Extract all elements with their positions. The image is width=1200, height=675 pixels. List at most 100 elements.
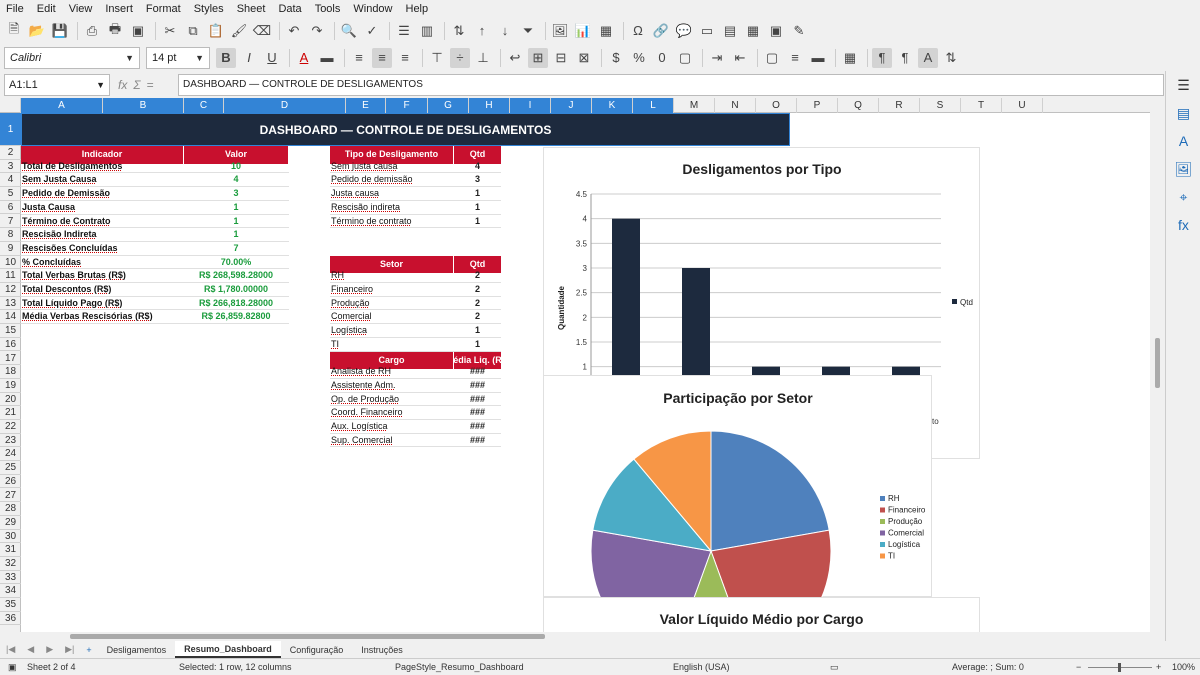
autofilter-icon[interactable]: ⏷ bbox=[522, 22, 534, 38]
formula-input[interactable]: DASHBOARD — CONTROLE DE DESLIGAMENTOS bbox=[178, 73, 1164, 96]
column-header[interactable]: E bbox=[346, 98, 386, 113]
tipo-label[interactable]: Término de contrato bbox=[331, 215, 412, 226]
kpi-label[interactable]: Sem Justa Causa bbox=[22, 174, 97, 185]
comment-icon[interactable]: 💬 bbox=[675, 22, 693, 38]
highlight-color-icon[interactable]: ▬ bbox=[320, 50, 334, 65]
tab-nav-next-icon[interactable]: ▶ bbox=[46, 644, 54, 654]
text-direction-rtl-icon[interactable]: ¶ bbox=[901, 50, 909, 65]
row-header[interactable]: 7 bbox=[0, 215, 21, 229]
wrap-text-icon[interactable]: ↩ bbox=[509, 49, 521, 65]
font-name-combo[interactable]: Calibri ▼ bbox=[4, 46, 140, 69]
setor-label[interactable]: Financeiro bbox=[331, 284, 374, 294]
column-header[interactable]: U bbox=[1002, 98, 1043, 113]
row-header[interactable]: 28 bbox=[0, 502, 21, 516]
column-header[interactable]: C bbox=[184, 98, 224, 113]
tab-nav-prev-icon[interactable]: ◀ bbox=[27, 644, 35, 654]
tipo-header-value[interactable]: Qtd bbox=[454, 146, 501, 164]
menu-item[interactable]: Insert bbox=[105, 2, 133, 15]
kpi-label[interactable]: Total Líquido Pago (R$) bbox=[22, 297, 123, 308]
row-header[interactable]: 30 bbox=[0, 530, 21, 544]
row-header[interactable]: 4 bbox=[0, 173, 21, 188]
column-header[interactable]: S bbox=[920, 98, 961, 113]
row-header[interactable]: 31 bbox=[0, 543, 21, 557]
cargo-value[interactable]: ### bbox=[469, 434, 486, 445]
menu-icon[interactable]: ☰ bbox=[1177, 76, 1190, 93]
split-window-icon[interactable]: ▣ bbox=[769, 22, 783, 38]
row-header[interactable]: 15 bbox=[0, 324, 21, 338]
kpi-value[interactable]: 10 bbox=[230, 160, 241, 171]
cargo-label[interactable]: Coord. Financeiro bbox=[331, 407, 403, 418]
selection-mode-icon[interactable]: ▭ bbox=[830, 661, 839, 672]
paste-icon[interactable]: 📋 bbox=[207, 22, 225, 38]
column-header[interactable]: F bbox=[386, 98, 428, 113]
cut-icon[interactable]: ✂ bbox=[164, 22, 176, 38]
tab-resumo-dashboard[interactable]: Resumo_Dashboard bbox=[175, 641, 281, 658]
indent-increase-icon[interactable]: ⇥ bbox=[711, 49, 723, 65]
kpi-value[interactable]: R$ 26,859.82800 bbox=[201, 311, 271, 322]
kpi-label[interactable]: Total de Desligamentos bbox=[22, 160, 123, 171]
cargo-label[interactable]: Aux. Logística bbox=[331, 421, 388, 431]
clear-formatting-icon[interactable]: ⌫ bbox=[252, 22, 272, 38]
setor-value[interactable]: 1 bbox=[474, 338, 480, 349]
column-header[interactable]: A bbox=[21, 98, 103, 113]
print-icon[interactable]: 🖶 bbox=[108, 20, 122, 36]
font-color-icon[interactable]: A bbox=[299, 50, 309, 65]
indent-decrease-icon[interactable]: ⇤ bbox=[734, 49, 746, 65]
cargo-header-value[interactable]: édia Liq. (R bbox=[454, 351, 501, 370]
functions-icon[interactable]: fx bbox=[1178, 217, 1189, 233]
clone-formatting-icon[interactable]: 🖌 bbox=[230, 22, 248, 38]
row-header[interactable]: 10 bbox=[0, 256, 21, 270]
row-header[interactable]: 5 bbox=[0, 187, 21, 201]
column-header[interactable]: N bbox=[715, 98, 756, 113]
kpi-label[interactable]: Total Verbas Brutas (R$) bbox=[22, 270, 126, 281]
redo-icon[interactable]: ↷ bbox=[311, 22, 323, 38]
row-header[interactable]: 16 bbox=[0, 338, 21, 352]
text-vertical-down-icon[interactable]: ⇅ bbox=[945, 49, 957, 65]
row-header[interactable]: 24 bbox=[0, 447, 21, 462]
export-pdf-icon[interactable]: ⎙ bbox=[86, 22, 98, 38]
setor-value[interactable]: 2 bbox=[474, 311, 480, 322]
kpi-value[interactable]: 1 bbox=[233, 201, 239, 212]
new-icon[interactable]: 🗎 bbox=[8, 20, 20, 36]
zoom-out-icon[interactable]: − bbox=[1076, 662, 1082, 672]
undo-icon[interactable]: ↶ bbox=[288, 22, 300, 38]
font-size-combo[interactable]: 14 pt ▼ bbox=[146, 46, 210, 69]
cargo-value[interactable]: ### bbox=[469, 379, 486, 390]
zoom-in-icon[interactable]: + bbox=[1156, 662, 1162, 672]
currency-icon[interactable]: $ bbox=[612, 50, 620, 65]
column-header[interactable]: D bbox=[224, 98, 346, 113]
bold-icon[interactable]: B bbox=[216, 47, 236, 68]
row-header[interactable]: 1 bbox=[0, 113, 21, 146]
pie-slice[interactable] bbox=[633, 430, 712, 553]
row-header[interactable]: 6 bbox=[0, 201, 21, 215]
freeze-rows-icon[interactable]: ▦ bbox=[746, 22, 760, 38]
kpi-label[interactable]: Total Descontos (R$) bbox=[22, 284, 112, 294]
kpi-label[interactable]: Média Verbas Rescisórias (R$) bbox=[22, 311, 153, 322]
open-icon[interactable]: 📂 bbox=[28, 22, 46, 38]
kpi-value[interactable]: 4 bbox=[233, 174, 239, 185]
row-header[interactable]: 27 bbox=[0, 489, 21, 503]
border-color-icon[interactable]: ▬ bbox=[811, 50, 825, 65]
align-right-icon[interactable]: ≡ bbox=[401, 50, 409, 65]
tab-instrucoes[interactable]: Instruções bbox=[361, 644, 403, 655]
row-header[interactable]: 35 bbox=[0, 598, 21, 612]
kpi-label[interactable]: Rescisão Indireta bbox=[22, 229, 97, 240]
row-header[interactable]: 18 bbox=[0, 365, 21, 379]
underline-icon[interactable]: U bbox=[267, 50, 277, 65]
status-language[interactable]: English (USA) bbox=[673, 662, 730, 672]
kpi-label[interactable]: % Concluídas bbox=[22, 256, 82, 267]
cargo-label[interactable]: Analista de RH bbox=[331, 366, 392, 377]
row-header[interactable]: 11 bbox=[0, 269, 21, 283]
column-header[interactable]: I bbox=[510, 98, 551, 113]
cargo-value[interactable]: ### bbox=[469, 421, 486, 431]
properties-icon[interactable]: ▤ bbox=[1176, 104, 1191, 121]
row-header[interactable]: 14 bbox=[0, 310, 21, 325]
tipo-value[interactable]: 1 bbox=[474, 201, 480, 212]
row-header[interactable]: 33 bbox=[0, 571, 21, 585]
column-header[interactable]: R bbox=[879, 98, 920, 113]
merge-center-icon[interactable]: ⊞ bbox=[528, 47, 548, 68]
kpi-label[interactable]: Pedido de Demissão bbox=[22, 188, 111, 199]
show-draw-functions-icon[interactable]: ✎ bbox=[793, 22, 805, 38]
function-wizard-icon[interactable]: fx bbox=[118, 77, 128, 92]
pie-chart-setor[interactable]: Participação por Setor RH Financeiro Produç… bbox=[543, 375, 932, 632]
